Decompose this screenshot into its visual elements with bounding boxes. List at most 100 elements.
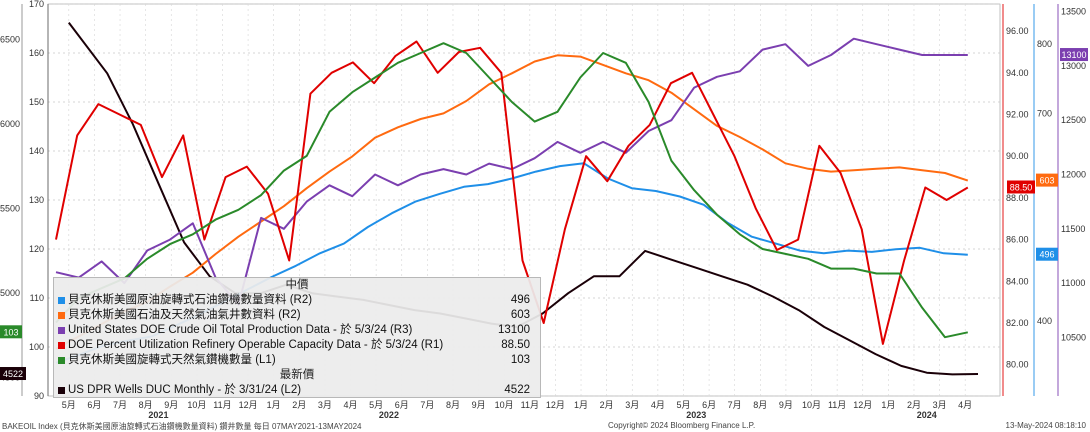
legend-item-value: 603 — [510, 309, 530, 321]
legend-item-value: 496 — [510, 294, 530, 306]
x-tick-label: 2月 — [292, 400, 306, 410]
x-tick-label: 11月 — [213, 400, 231, 410]
x-tick-label: 6月 — [87, 400, 101, 410]
x-tick-label: 1月 — [267, 400, 281, 410]
axis-l2-tick: 6000 — [0, 119, 20, 129]
badge-r2-603-text: 603 — [1039, 176, 1054, 186]
x-tick-label: 7月 — [728, 400, 742, 410]
x-tick-label: 5月 — [369, 400, 383, 410]
x-year-label: 2022 — [379, 410, 399, 420]
footer-index-info: BAKEOIL Index (貝克休斯美國原油旋轉式石油鑽機數量資料) 鑽井數量… — [2, 422, 362, 431]
axis-l1-tick: 140 — [29, 146, 44, 156]
footer-copyright: Copyright© 2024 Bloomberg Finance L.P. — [608, 421, 756, 430]
x-tick-label: 12月 — [853, 400, 872, 410]
legend-item-oil-gas-rigs: 貝克休斯美國石油及天然氣油氣井數資料 (R2) 603 — [54, 308, 540, 323]
x-tick-label: 11月 — [828, 400, 846, 410]
legend-item-refinery-utilization: DOE Percent Utilization Refinery Operabl… — [54, 338, 540, 353]
axis-r3-tick: 12000 — [1061, 169, 1086, 179]
series-refinery-utilization — [55, 40, 969, 345]
x-year-label: 2021 — [148, 410, 168, 420]
legend-item-value: 103 — [510, 354, 530, 366]
x-tick-label: 10月 — [495, 400, 514, 410]
x-tick-label: 12月 — [239, 400, 258, 410]
axis-r3-tick: 11000 — [1061, 278, 1085, 288]
x-tick-label: 1月 — [881, 400, 895, 410]
legend-item-value: 13100 — [498, 324, 530, 336]
legend-swatch — [58, 357, 65, 364]
badge-l2-text: 4522 — [3, 369, 23, 379]
badge-r3-text: 13100 — [1061, 50, 1086, 60]
legend-swatch — [58, 342, 65, 349]
footer-timestamp: 13-May-2024 08:18:10 — [1005, 421, 1087, 430]
x-year-label: 2023 — [686, 410, 706, 420]
x-tick-label: 3月 — [625, 400, 639, 410]
badge-l2-bg — [0, 367, 26, 381]
badge-r2-496-text: 496 — [1039, 250, 1054, 260]
badge-r2-603-bg — [1036, 173, 1058, 187]
axis-r3-tick: 10500 — [1061, 332, 1086, 342]
axis-r1-tick: 88.00 — [1006, 193, 1029, 203]
legend-item-label: 貝克休斯美國石油及天然氣油氣井數資料 (R2) — [68, 309, 301, 321]
legend-swatch — [58, 312, 65, 319]
legend-item-oil-rigs: 貝克休斯美國原油旋轉式石油鑽機數量資料 (R2) 496 — [54, 293, 540, 308]
axis-r1-tick: 84.00 — [1006, 276, 1029, 286]
x-tick-label: 3月 — [318, 400, 332, 410]
legend-item-label: 貝克休斯美國旋轉式天然氣鑽機數量 (L1) — [68, 354, 276, 366]
series-gas-rigs — [55, 42, 969, 339]
axis-r1-tick: 92.00 — [1006, 110, 1029, 120]
legend-item-value: 4522 — [504, 384, 530, 396]
x-tick-label: 7月 — [113, 400, 127, 410]
legend-item-label: 貝克休斯美國原油旋轉式石油鑽機數量資料 (R2) — [68, 294, 313, 306]
legend-item-gas-rigs: 貝克休斯美國旋轉式天然氣鑽機數量 (L1) 103 — [54, 353, 540, 368]
x-tick-label: 5月 — [676, 400, 690, 410]
legend-item-value: 88.50 — [501, 339, 530, 351]
axis-r1-tick: 94.00 — [1006, 68, 1029, 78]
axis-l1-tick: 130 — [29, 195, 44, 205]
x-tick-label: 12月 — [546, 400, 565, 410]
axis-r2-tick: 400 — [1037, 316, 1052, 326]
x-tick-label: 5月 — [62, 400, 76, 410]
axis-l2-tick: 6500 — [0, 35, 20, 45]
axis-l1-tick: 170 — [29, 0, 44, 9]
x-tick-label: 9月 — [779, 400, 793, 410]
x-tick-label: 8月 — [139, 400, 153, 410]
axis-l1-tick: 160 — [29, 48, 44, 58]
x-tick-label: 4月 — [958, 400, 972, 410]
axis-r3-tick: 13500 — [1061, 7, 1086, 17]
badge-l1-text: 103 — [3, 327, 18, 337]
value-badges: 103 4522 88.50 603 496 13100 — [0, 48, 1088, 381]
legend-item-label: United States DOE Crude Oil Total Produc… — [68, 324, 413, 336]
axis-r2-tick: 800 — [1037, 39, 1052, 49]
axis-r1-tick: 90.00 — [1006, 151, 1029, 161]
badge-l1-bg — [0, 325, 22, 339]
x-tick-label: 9月 — [472, 400, 486, 410]
x-tick-label: 1月 — [574, 400, 588, 410]
axis-r1-tick: 96.00 — [1006, 26, 1029, 36]
legend-swatch — [58, 327, 65, 334]
axis-l1-tick: 150 — [29, 97, 44, 107]
x-tick-label: 11月 — [521, 400, 539, 410]
axis-l1-tick: 120 — [29, 244, 44, 254]
x-year-label: 2024 — [917, 410, 937, 420]
x-tick-label: 4月 — [344, 400, 358, 410]
x-tick-label: 2月 — [600, 400, 614, 410]
axis-r3-tick: 13000 — [1061, 61, 1086, 71]
legend-swatch — [58, 387, 65, 394]
badge-r1-bg — [1007, 180, 1035, 194]
badge-r3-bg — [1060, 48, 1088, 62]
legend-header-middle: 中價 — [285, 279, 309, 291]
axis-l1-tick: 110 — [30, 293, 44, 303]
legend: 中價 貝克休斯美國原油旋轉式石油鑽機數量資料 (R2) 496 貝克休斯美國石油… — [53, 277, 541, 398]
x-tick-label: 2月 — [907, 400, 921, 410]
axis-l2-tick: 5500 — [0, 204, 20, 214]
x-tick-label: 4月 — [651, 400, 665, 410]
x-tick-label: 9月 — [164, 400, 178, 410]
legend-header-last: 最新價 — [279, 369, 315, 381]
x-tick-label: 8月 — [753, 400, 767, 410]
axes: 5月 6月 7月 8月 9月 10月 11月 12月 1月 2月 3月 4月 5月 6月 7月 8月 9月 10月… — [0, 0, 1086, 420]
x-tick-label: 10月 — [187, 400, 206, 410]
axis-l2-tick: 5000 — [0, 288, 20, 298]
x-tick-label: 7月 — [420, 400, 434, 410]
axis-l1-tick: 90 — [34, 391, 44, 401]
legend-item-duc-wells: US DPR Wells DUC Monthly - 於 3/31/24 (L2… — [54, 383, 540, 398]
